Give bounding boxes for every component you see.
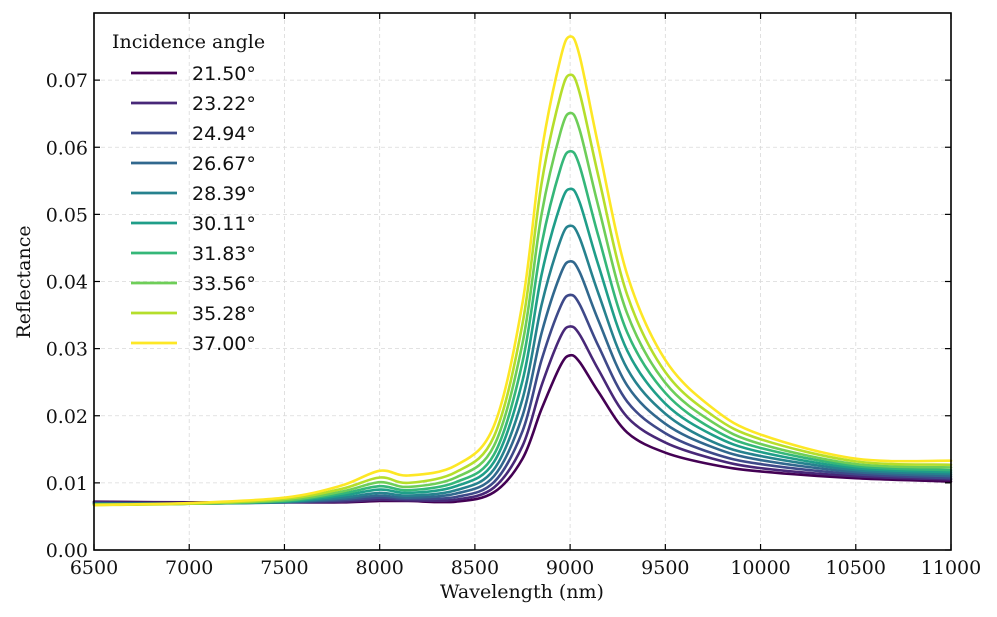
x-tick-label: 7000 bbox=[165, 557, 213, 579]
series-line-5 bbox=[92, 224, 953, 506]
legend-entry-label: 24.94° bbox=[192, 123, 256, 145]
series-line-2 bbox=[92, 325, 953, 505]
y-tick-label: 0.07 bbox=[46, 70, 88, 92]
series-line-6 bbox=[92, 187, 953, 506]
x-tick-label: 7500 bbox=[260, 557, 308, 579]
series-line-7 bbox=[92, 149, 953, 506]
x-tick-label: 8500 bbox=[451, 557, 499, 579]
y-tick-label: 0.04 bbox=[46, 272, 88, 294]
x-tick-label: 8000 bbox=[355, 557, 403, 579]
legend-entry-label: 28.39° bbox=[192, 183, 256, 205]
y-axis-ticks: 0.00 0.01 0.02 0.03 0.04 0.05 0.06 0.07 bbox=[46, 70, 951, 562]
y-tick-label: 0.03 bbox=[46, 339, 88, 361]
series-line-9 bbox=[92, 73, 953, 507]
y-tick-label: 0.02 bbox=[46, 406, 88, 428]
y-axis-label: Reflectance bbox=[13, 225, 35, 338]
series-line-8 bbox=[92, 111, 953, 506]
y-tick-label: 0.01 bbox=[46, 473, 88, 495]
series-line-4 bbox=[92, 260, 953, 506]
legend-entry-label: 21.50° bbox=[192, 63, 256, 85]
x-tick-label: 11000 bbox=[921, 557, 981, 579]
legend-entry-label: 31.83° bbox=[192, 243, 256, 265]
series-line-10 bbox=[92, 35, 953, 507]
x-tick-label: 10000 bbox=[730, 557, 790, 579]
x-tick-label: 9500 bbox=[641, 557, 689, 579]
legend-entry-label: 26.67° bbox=[192, 153, 256, 175]
y-tick-label: 0.06 bbox=[46, 137, 88, 159]
legend-title: Incidence angle bbox=[112, 31, 265, 53]
x-axis-ticks: 6500 7000 7500 8000 8500 9000 9500 10000 10500 11… bbox=[70, 13, 981, 579]
y-tick-label: 0.05 bbox=[46, 204, 88, 226]
x-tick-label: 10500 bbox=[826, 557, 886, 579]
y-tick-label: 0.00 bbox=[46, 540, 88, 562]
legend-entry-label: 37.00° bbox=[192, 333, 256, 355]
x-axis-label: Wavelength (nm) bbox=[440, 581, 604, 603]
series-lines bbox=[92, 35, 953, 507]
x-tick-label: 9000 bbox=[546, 557, 594, 579]
legend-entry-label: 33.56° bbox=[192, 273, 256, 295]
legend-entry-label: 23.22° bbox=[192, 93, 256, 115]
legend-entry-label: 35.28° bbox=[192, 303, 256, 325]
legend-entry-label: 30.11° bbox=[192, 213, 256, 235]
legend: Incidence angle 21.50° 23.22° 24.94° 26.67°… bbox=[112, 31, 265, 355]
series-line-3 bbox=[92, 293, 953, 505]
x-tick-label: 6500 bbox=[70, 557, 118, 579]
